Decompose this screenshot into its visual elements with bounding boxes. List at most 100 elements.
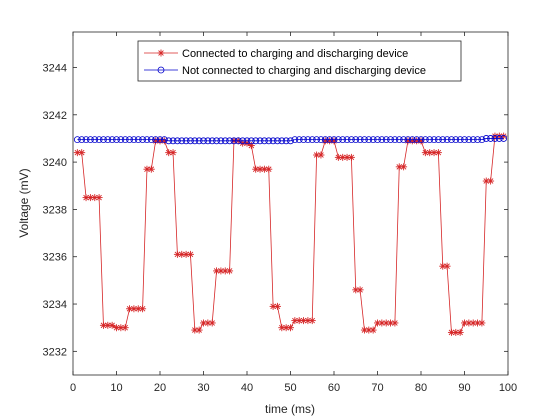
x-tick-label: 60 (328, 382, 340, 394)
data-point (195, 137, 203, 145)
data-point (78, 136, 86, 144)
data-point (274, 137, 281, 145)
data-point (330, 136, 338, 144)
data-point (482, 135, 490, 142)
data-point (117, 136, 125, 144)
x-tick-label: 40 (241, 382, 253, 394)
data-point (461, 319, 468, 327)
data-point (382, 136, 390, 144)
data-point (347, 153, 355, 161)
data-point (404, 136, 412, 144)
data-point (195, 326, 203, 334)
data-point (421, 136, 429, 144)
data-point (282, 324, 290, 332)
data-point (187, 137, 194, 145)
plot-area (72, 31, 509, 376)
data-point (426, 136, 434, 144)
data-point (500, 135, 508, 142)
data-point (413, 136, 421, 144)
data-point (443, 136, 451, 144)
data-point (178, 137, 186, 145)
data-point (308, 136, 316, 144)
x-tick-label: 20 (154, 382, 166, 394)
data-point (130, 136, 138, 144)
data-point (439, 136, 447, 144)
data-point (304, 136, 312, 144)
y-tick-label: 3234 (43, 299, 67, 311)
data-point (387, 136, 394, 144)
data-point (191, 326, 199, 334)
data-point (87, 136, 94, 144)
data-point (487, 135, 495, 142)
data-point (308, 317, 316, 325)
data-point (260, 137, 268, 145)
legend-item-1: Connected to charging and discharging de… (144, 48, 408, 60)
data-point (304, 317, 312, 325)
data-point (434, 136, 442, 144)
data-point (143, 136, 151, 144)
data-point (469, 136, 477, 144)
data-point (173, 250, 181, 258)
legend-label: Connected to charging and discharging de… (182, 48, 408, 60)
data-point (365, 136, 373, 144)
x-tick-label: 30 (197, 382, 209, 394)
x-tick-label: 10 (110, 382, 122, 394)
data-point (334, 136, 342, 144)
data-point (391, 136, 399, 144)
data-point (339, 136, 347, 144)
data-point (343, 136, 351, 144)
x-tick-label: 80 (415, 382, 427, 394)
data-point (326, 136, 334, 144)
data-point (256, 137, 264, 145)
data-point (230, 137, 238, 145)
series-2 (73, 135, 508, 145)
data-point (104, 136, 112, 144)
data-point (173, 137, 181, 145)
data-point (487, 177, 495, 185)
data-point (186, 250, 194, 258)
data-point (147, 136, 155, 144)
data-point (361, 136, 368, 144)
x-tick-label: 100 (499, 382, 517, 394)
x-axis-label: time (ms) (265, 402, 315, 416)
data-point (200, 137, 207, 145)
data-point (169, 137, 177, 145)
data-point (73, 136, 81, 144)
data-point (95, 136, 103, 144)
data-point (134, 305, 142, 313)
data-point (217, 137, 225, 145)
data-point (400, 136, 408, 144)
data-point (108, 321, 116, 329)
x-tick-label: 50 (284, 382, 296, 394)
y-tick-label: 3240 (43, 157, 67, 169)
data-point (417, 136, 425, 144)
data-point (395, 136, 403, 144)
data-point (378, 136, 386, 144)
data-point (139, 305, 147, 313)
data-point (126, 305, 134, 313)
data-point (126, 136, 133, 144)
data-point (408, 136, 416, 144)
data-point (456, 136, 464, 144)
data-point (321, 136, 329, 144)
data-point (491, 135, 499, 142)
data-point (273, 302, 281, 310)
data-point (456, 328, 464, 336)
data-point (317, 151, 325, 159)
data-point (287, 324, 294, 332)
data-point (265, 137, 273, 145)
data-point (121, 324, 129, 332)
data-point (434, 149, 442, 157)
legend-marker (157, 66, 165, 74)
data-point (139, 136, 147, 144)
data-point (226, 267, 234, 275)
data-point (252, 137, 260, 145)
data-point (374, 136, 381, 144)
data-point (478, 319, 486, 327)
data-point (165, 137, 173, 145)
data-point (300, 136, 307, 144)
data-point (221, 137, 229, 145)
x-tick-label: 70 (371, 382, 383, 394)
data-point (287, 137, 294, 145)
